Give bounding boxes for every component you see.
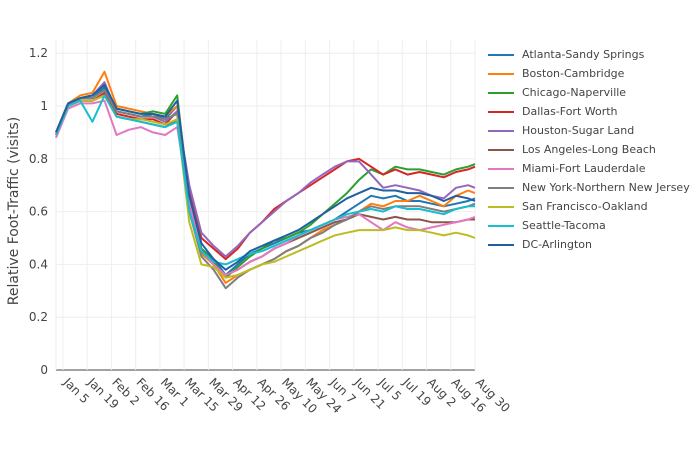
legend-item[interactable]: Seattle-Tacoma [488, 216, 690, 235]
legend-item[interactable]: San Francisco-Oakland [488, 197, 690, 216]
legend-label: New York-Northern New Jersey [522, 181, 690, 194]
plot-area [55, 70, 476, 290]
legend-label: Seattle-Tacoma [522, 219, 606, 232]
legend-item[interactable]: DC-Arlington [488, 235, 690, 254]
y-tick-label: 0.4 [29, 257, 48, 271]
y-tick-label: 1.2 [29, 46, 48, 60]
legend: Atlanta-Sandy Springs Boston-Cambridge Chi… [488, 45, 690, 254]
legend-swatch [488, 91, 514, 94]
legend-label: Dallas-Fort Worth [522, 105, 618, 118]
legend-item[interactable]: Boston-Cambridge [488, 64, 690, 83]
series-line [55, 99, 476, 276]
legend-item[interactable]: Houston-Sugar Land [488, 121, 690, 140]
legend-swatch [488, 148, 514, 151]
legend-item[interactable]: New York-Northern New Jersey [488, 178, 690, 197]
legend-item[interactable]: Los Angeles-Long Beach [488, 140, 690, 159]
y-axis-title: Relative Foot-Traffic (visits) [6, 117, 22, 305]
series-line [55, 94, 475, 266]
legend-item[interactable]: Chicago-Naperville [488, 83, 690, 102]
legend-swatch [488, 167, 514, 170]
legend-swatch [488, 129, 514, 132]
y-tick-label: 0.8 [29, 152, 48, 166]
legend-swatch [488, 53, 514, 56]
legend-item[interactable]: Miami-Fort Lauderdale [488, 159, 690, 178]
legend-swatch [488, 205, 514, 208]
series-line [55, 89, 476, 290]
legend-label: Houston-Sugar Land [522, 124, 635, 137]
legend-swatch [488, 186, 514, 189]
legend-swatch [488, 110, 514, 113]
legend-label: DC-Arlington [522, 238, 593, 251]
legend-swatch [488, 243, 514, 246]
series-line [55, 70, 476, 284]
series-line [55, 83, 476, 271]
legend-swatch [488, 224, 514, 227]
legend-label: Los Angeles-Long Beach [522, 143, 656, 156]
legend-item[interactable]: Atlanta-Sandy Springs [488, 45, 690, 64]
legend-label: San Francisco-Oakland [522, 200, 648, 213]
legend-swatch [488, 72, 514, 75]
legend-item[interactable]: Dallas-Fort Worth [488, 102, 690, 121]
y-tick-label: 0 [40, 363, 48, 377]
x-tick-label: Jan 5 [60, 375, 92, 407]
gridlines [55, 40, 476, 371]
legend-label: Miami-Fort Lauderdale [522, 162, 646, 175]
legend-label: Boston-Cambridge [522, 67, 625, 80]
y-axis: 0 0.2 0.4 0.6 0.8 1 1.2 [29, 46, 48, 377]
y-tick-label: 0.2 [29, 310, 48, 324]
y-tick-label: 1 [40, 99, 48, 113]
legend-label: Atlanta-Sandy Springs [522, 48, 645, 61]
y-tick-label: 0.6 [29, 205, 48, 219]
legend-label: Chicago-Naperville [522, 86, 627, 99]
